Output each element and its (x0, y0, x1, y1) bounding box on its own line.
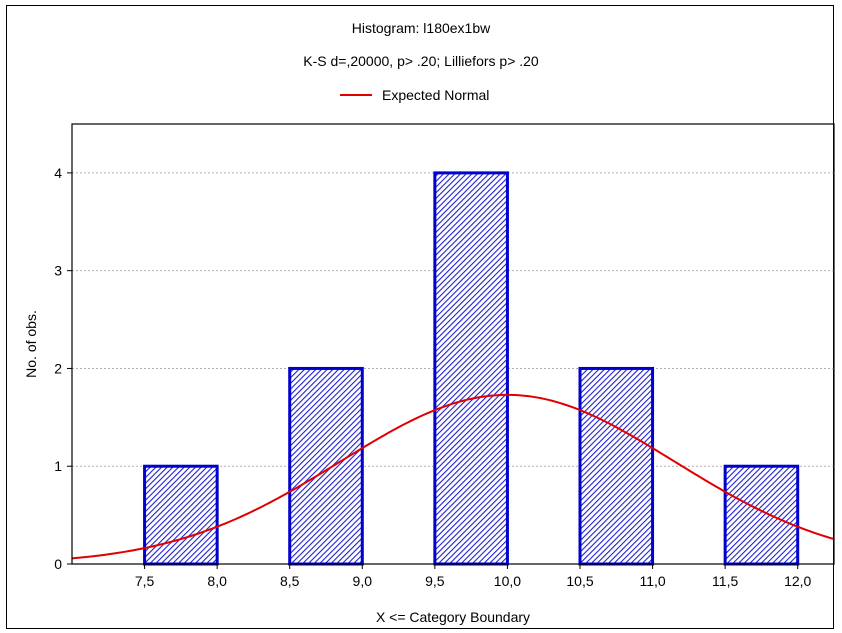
x-tick-label: 7,5 (135, 573, 155, 589)
x-tick-label: 8,5 (280, 573, 300, 589)
expected-normal-curve (72, 393, 834, 560)
x-tick-label: 10,5 (566, 573, 593, 589)
y-tick-label: 0 (54, 556, 62, 572)
histogram-bar (723, 464, 800, 566)
y-axis-label: No. of obs. (23, 310, 39, 378)
histogram-bar (433, 171, 509, 566)
chart-title: Histogram: l180ex1bw (351, 20, 491, 36)
legend-label: Expected Normal (382, 87, 490, 103)
x-tick-label: 9,0 (353, 573, 373, 589)
y-tick-label: 4 (54, 165, 62, 181)
histogram-bar (288, 366, 364, 566)
y-tick-label: 2 (54, 360, 62, 376)
x-tick-label: 11,5 (712, 573, 738, 589)
x-axis-label: X <= Category Boundary (376, 609, 530, 625)
y-tick-label: 3 (54, 263, 62, 279)
legend: Expected Normal (340, 85, 489, 105)
x-tick-label: 8,0 (207, 573, 227, 589)
x-tick-label: 11,0 (639, 573, 665, 589)
x-tick-label: 12,0 (784, 573, 811, 589)
x-tick-label: 9,5 (425, 573, 445, 589)
histogram-bar (143, 464, 219, 566)
chart-subtitle: K-S d=,20000, p> .20; Lilliefors p> .20 (303, 53, 539, 69)
y-tick-label: 1 (54, 458, 62, 474)
plot-area-border (71, 123, 835, 565)
legend-line-swatch (340, 94, 372, 96)
histogram-bar (578, 366, 655, 566)
x-tick-label: 10,0 (494, 573, 521, 589)
